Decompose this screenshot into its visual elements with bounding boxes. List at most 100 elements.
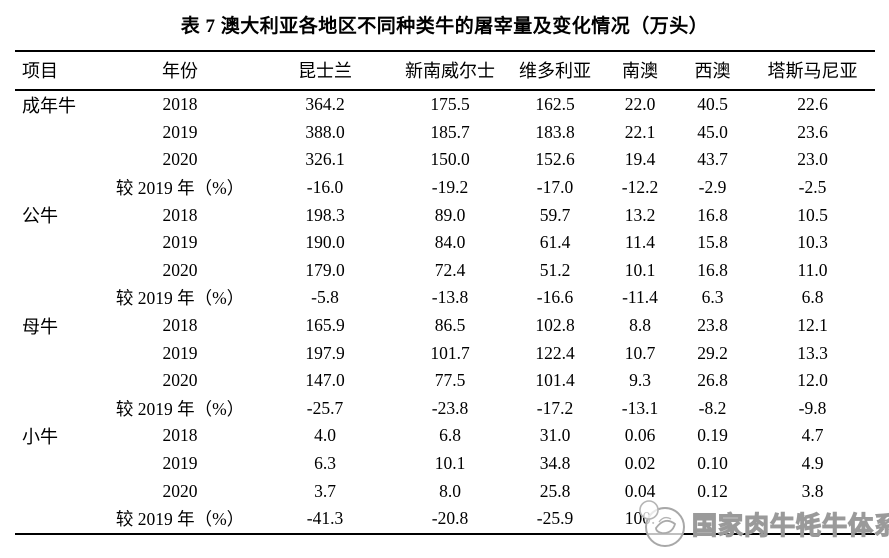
value-cell: 0.10: [697, 453, 728, 474]
column-header: 项目: [15, 51, 105, 91]
value-cell: 150.0: [430, 149, 470, 170]
value-cell: 6.3: [314, 453, 336, 474]
item-cell: [15, 284, 105, 312]
value-cell: 6.8: [801, 287, 824, 308]
value-cell: 31.0: [539, 425, 571, 446]
year-cell: 2020: [162, 149, 198, 170]
table-header-row: 项目 年份 昆士兰 新南威尔士 维多利亚 南澳 西澳 塔斯马尼亚: [15, 51, 875, 91]
value-cell: 12.0: [797, 370, 828, 391]
value-cell: 16.8: [697, 259, 728, 280]
value-cell: 122.4: [535, 342, 575, 363]
value-cell: 22.6: [797, 94, 828, 115]
value-cell: 10.1: [434, 453, 466, 474]
item-cell: [15, 339, 105, 367]
value-cell: 364.2: [305, 94, 345, 115]
value-cell: 84.0: [434, 232, 466, 253]
value-cell: 23.6: [797, 121, 828, 142]
value-cell: 23.8: [697, 315, 728, 336]
table-row: 2019 6.3 10.1 34.8 0.02 0.10 4.9: [15, 450, 875, 478]
item-cell: [15, 395, 105, 423]
value-cell: 8.0: [439, 480, 461, 501]
value-cell: 10.3: [797, 232, 828, 253]
value-cell: 77.5: [434, 370, 466, 391]
value-cell: 101.7: [430, 342, 470, 363]
value-cell: 185.7: [430, 121, 470, 142]
year-cell: 2020: [162, 480, 198, 501]
value-cell: 9.3: [629, 370, 651, 391]
table-row: 较 2019 年（%） -25.7 -23.8 -17.2 -13.1 -8.2 -9.8: [15, 395, 875, 423]
column-header: 维多利亚: [505, 51, 605, 91]
year-cell: 2019: [162, 121, 198, 142]
value-cell: 10.7: [624, 342, 656, 363]
year-cell: 2018: [162, 204, 198, 225]
value-cell: -11.4: [622, 287, 658, 308]
value-cell: 100.: [624, 508, 656, 529]
year-cell: 较 2019 年（%）: [115, 288, 245, 309]
value-cell: 102.8: [535, 315, 575, 336]
value-cell: -41.3: [306, 508, 344, 529]
year-cell: 2018: [162, 315, 198, 336]
value-cell: 72.4: [434, 259, 466, 280]
table-body: 成年牛 2018 364.2 175.5 162.5 22.0 40.5 22.6 2019 38…: [15, 90, 875, 534]
item-cell: [15, 119, 105, 147]
table-row: 小牛 2018 4.0 6.8 31.0 0.06 0.19 4.7: [15, 422, 875, 450]
table-row: 较 2019 年（%） -16.0 -19.2 -17.0 -12.2 -2.9 -2.5: [15, 174, 875, 202]
value-cell: 11.4: [625, 232, 655, 253]
table-row: 2020 179.0 72.4 51.2 10.1 16.8 11.0: [15, 257, 875, 285]
value-cell: 22.1: [624, 121, 656, 142]
item-cell: [15, 367, 105, 395]
value-cell: 61.4: [539, 232, 571, 253]
value-cell: [675, 505, 750, 534]
value-cell: 40.5: [697, 94, 728, 115]
value-cell: 198.3: [305, 204, 345, 225]
year-cell: 2019: [162, 453, 198, 474]
value-cell: 388.0: [305, 121, 345, 142]
value-cell: 43.7: [697, 149, 728, 170]
value-cell: 15.8: [697, 232, 728, 253]
value-cell: -20.8: [431, 508, 469, 529]
value-cell: [750, 505, 875, 534]
value-cell: 165.9: [305, 315, 345, 336]
year-cell: 较 2019 年（%）: [115, 509, 245, 530]
value-cell: -23.8: [431, 397, 469, 418]
value-cell: -17.0: [536, 177, 574, 198]
item-cell: [15, 450, 105, 478]
value-cell: -9.8: [798, 397, 827, 418]
item-cell: 母牛: [22, 316, 58, 337]
slaughter-data-table: 项目 年份 昆士兰 新南威尔士 维多利亚 南澳 西澳 塔斯马尼亚 成年牛 2018 364.2 17…: [15, 50, 875, 535]
value-cell: 13.2: [624, 204, 656, 225]
value-cell: 6.8: [439, 425, 461, 446]
value-cell: -13.8: [431, 287, 469, 308]
value-cell: 101.4: [535, 370, 575, 391]
value-cell: -25.9: [536, 508, 574, 529]
table-title: 表 7 澳大利亚各地区不同种类牛的屠宰量及变化情况（万头）: [180, 16, 709, 37]
value-cell: 152.6: [535, 149, 575, 170]
item-cell: 小牛: [22, 426, 58, 447]
value-cell: -25.7: [306, 397, 344, 418]
item-cell: [15, 174, 105, 202]
item-cell: 公牛: [22, 206, 58, 227]
value-cell: 0.06: [624, 425, 656, 446]
value-cell: 3.7: [314, 480, 336, 501]
value-cell: -2.9: [698, 177, 727, 198]
table-row: 2020 3.7 8.0 25.8 0.04 0.12 3.8: [15, 477, 875, 505]
value-cell: -19.2: [431, 177, 469, 198]
value-cell: 175.5: [430, 94, 470, 115]
table-row: 公牛 2018 198.3 89.0 59.7 13.2 16.8 10.5: [15, 201, 875, 229]
item-cell: 成年牛: [22, 95, 76, 116]
year-cell: 较 2019 年（%）: [115, 178, 245, 199]
value-cell: 4.0: [314, 425, 336, 446]
value-cell: 12.1: [797, 315, 828, 336]
value-cell: 13.3: [797, 342, 828, 363]
value-cell: 45.0: [697, 121, 728, 142]
year-cell: 2018: [162, 425, 198, 446]
value-cell: 179.0: [305, 259, 345, 280]
item-cell: [15, 257, 105, 285]
value-cell: 89.0: [434, 204, 466, 225]
year-cell: 2019: [162, 232, 198, 253]
column-header: 新南威尔士: [395, 51, 505, 91]
value-cell: 86.5: [434, 315, 466, 336]
value-cell: 147.0: [305, 370, 345, 391]
table-row: 2020 147.0 77.5 101.4 9.3 26.8 12.0: [15, 367, 875, 395]
